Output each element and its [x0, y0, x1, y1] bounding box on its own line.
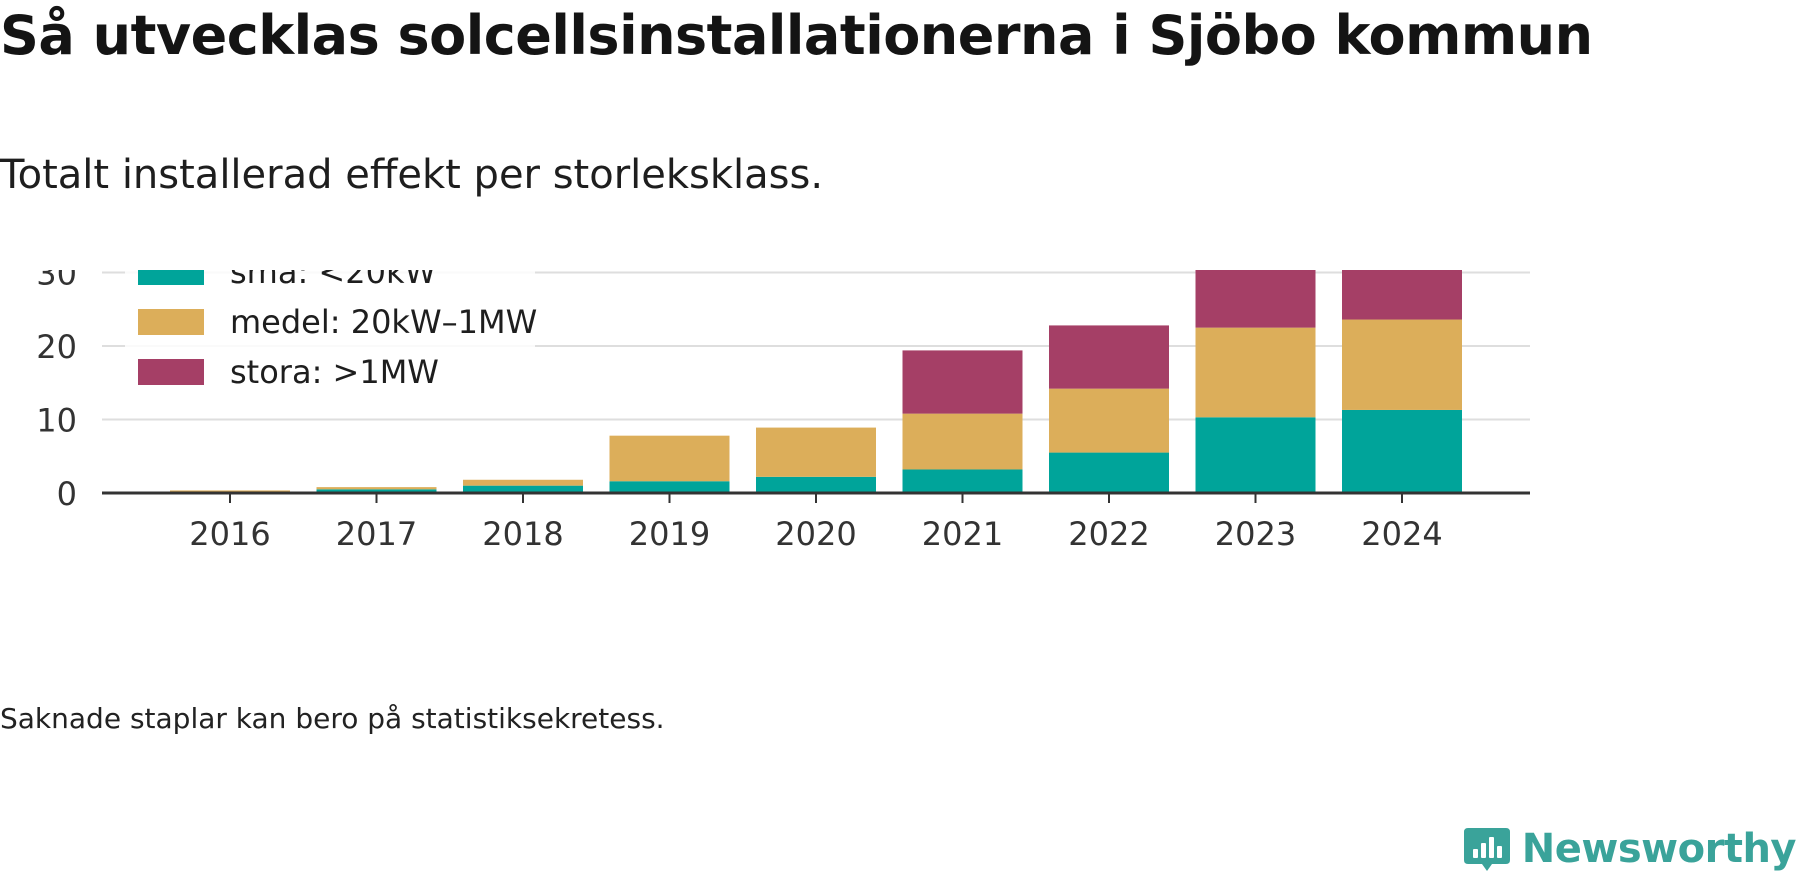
bar-segment — [463, 485, 583, 493]
y-tick-label: 30 — [36, 270, 77, 293]
bar-segment — [1049, 388, 1169, 453]
brand-logo: Newsworthy — [1462, 818, 1797, 880]
bar-segment — [756, 427, 876, 477]
legend-label: små: <20kW — [230, 270, 436, 291]
stacked-bar-chart: 0 10 20 30 2016 2017 2018 2019 2020 2021 2022 2023 2… — [36, 270, 1530, 553]
bar-segment — [1195, 417, 1316, 493]
bar-segment — [1195, 327, 1316, 418]
chart-title: Så utvecklas solcellsinstallationerna i … — [0, 4, 1593, 67]
x-tick-label: 2023 — [1215, 515, 1296, 553]
y-tick-label: 10 — [36, 402, 77, 440]
legend-swatch — [138, 359, 204, 385]
bar-segment — [902, 469, 1023, 493]
bar-segment — [463, 479, 583, 486]
x-tick-label: 2016 — [189, 515, 270, 553]
newsworthy-logo-icon — [1463, 828, 1510, 871]
bar-segment — [316, 487, 437, 490]
bar-segment — [316, 489, 437, 493]
footnote: Saknade staplar kan bero på statistiksek… — [0, 702, 665, 735]
bar-segment — [1342, 270, 1462, 320]
legend-label: medel: 20kW–1MW — [230, 303, 537, 341]
x-tick-label: 2019 — [629, 515, 710, 553]
chart-subtitle: Totalt installerad effekt per storlekskl… — [0, 152, 824, 198]
x-tick-label: 2021 — [922, 515, 1003, 553]
bar-segment — [170, 490, 290, 492]
axes: 0 10 20 30 2016 2017 2018 2019 2020 2021 2022 2023 2… — [36, 270, 1530, 553]
legend-swatch — [138, 270, 204, 285]
bars — [170, 270, 1462, 493]
bar-segment — [1049, 325, 1169, 389]
bar-segment — [902, 350, 1023, 414]
x-tick-label: 2020 — [775, 515, 856, 553]
legend-background — [125, 270, 535, 410]
x-tick-label: 2017 — [336, 515, 417, 553]
legend-label: stora: >1MW — [230, 353, 439, 391]
legend: små: <20kW medel: 20kW–1MW stora: >1MW — [125, 270, 537, 410]
bar-segment — [609, 435, 730, 482]
legend-swatch — [138, 309, 204, 335]
y-tick-label: 0 — [57, 475, 77, 513]
x-tick-label: 2024 — [1361, 515, 1442, 553]
x-tick-label: 2022 — [1068, 515, 1149, 553]
bar-segment — [756, 476, 876, 493]
bar-segment — [1195, 270, 1316, 328]
bar-segment — [902, 413, 1023, 470]
bar-segment — [609, 481, 730, 493]
bar-segment — [1342, 409, 1462, 493]
y-tick-label: 20 — [36, 328, 77, 366]
bar-segment — [1049, 452, 1169, 493]
brand-name: Newsworthy — [1521, 826, 1797, 872]
bar-segment — [1342, 319, 1462, 410]
x-tick-label: 2018 — [482, 515, 563, 553]
